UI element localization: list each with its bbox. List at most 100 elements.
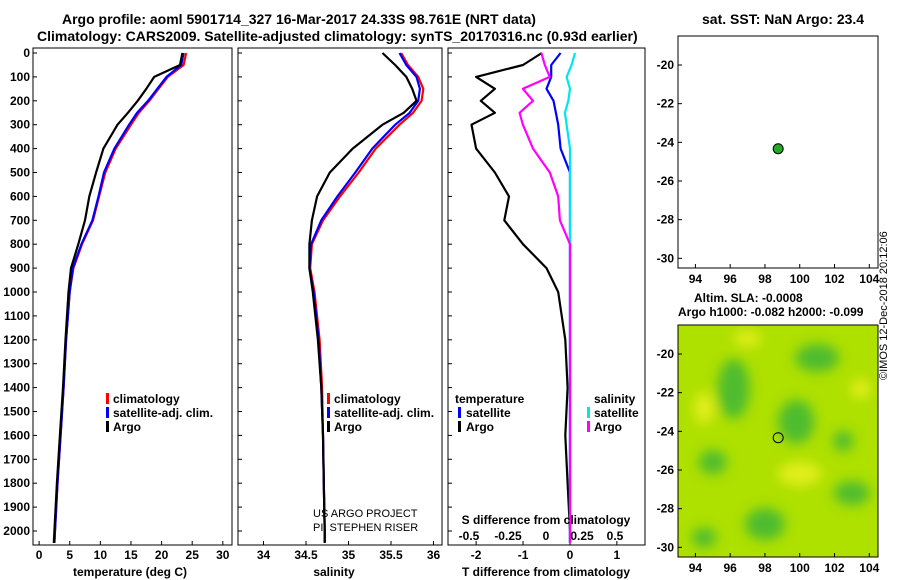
argo-position-marker xyxy=(772,432,784,444)
x-tick-label: 94 xyxy=(689,272,703,286)
sdiff-tick: 0.5 xyxy=(607,529,624,543)
position-panel: 94 96 98 100 102 104 -20 -22 -24 -26 -28 -30 xyxy=(657,35,880,286)
y-tick-label: -22 xyxy=(657,97,675,111)
diff-legend-sargo: Argo xyxy=(594,420,622,434)
x-tick-label: 35.5 xyxy=(379,548,403,562)
y-tick-label: 1700 xyxy=(3,452,30,466)
series-group xyxy=(52,52,188,543)
map-anomaly-blob xyxy=(694,392,715,425)
y-tick-label: 2000 xyxy=(3,524,30,538)
argo-position-marker xyxy=(772,143,784,155)
legend-climatology-swatch xyxy=(106,393,109,404)
y-tick-label: 600 xyxy=(10,189,30,203)
x-tick-label: 0 xyxy=(36,548,43,562)
legend-argo-swatch xyxy=(106,421,109,432)
y-tick-label: 100 xyxy=(10,70,30,84)
map-anomaly-blob xyxy=(717,358,750,419)
legend-climatology: climatology xyxy=(113,392,180,406)
y-tick-label: 500 xyxy=(10,166,30,180)
y-tick-label: 700 xyxy=(10,213,30,227)
height-label: Argo h1000: -0.082 h2000: -0.099 xyxy=(678,305,864,319)
y-tick-label: -20 xyxy=(657,58,675,72)
legend-satellite: satellite-adj. clim. xyxy=(113,406,213,420)
x-tick-label: 104 xyxy=(859,561,879,575)
s-legend-argo-swatch xyxy=(327,421,330,432)
y-tick-label: -20 xyxy=(657,347,675,361)
diff-legend-tsat: satellite xyxy=(466,406,511,420)
x-tick-label: 34 xyxy=(257,548,271,562)
x-tick-label: 10 xyxy=(94,548,108,562)
y-tick-label: -30 xyxy=(657,540,675,554)
x-tick-label: 0 xyxy=(567,548,574,562)
s-legend-satellite: satellite-adj. clim. xyxy=(334,406,434,420)
x-tick-label: 1 xyxy=(614,548,621,562)
y-tick-label: 1500 xyxy=(3,405,30,419)
y-tick-label: 1600 xyxy=(3,428,30,442)
map-anomaly-blob xyxy=(833,481,870,506)
map-anomaly-blob xyxy=(744,508,785,541)
x-tick-label: 5 xyxy=(66,548,73,562)
plot-frame xyxy=(32,47,233,546)
temperature-panel: 0 5 10 15 20 25 300100200300400500600700800900… xyxy=(3,46,233,562)
title-line-2: Climatology: CARS2009. Satellite-adjuste… xyxy=(37,28,638,44)
difference-panel: -2 -1 0 1 xyxy=(447,47,646,562)
series-line-argo xyxy=(308,52,418,543)
map-anomaly-blob xyxy=(833,431,854,451)
x-tick-label: 98 xyxy=(758,272,772,286)
x-tick-label: 98 xyxy=(758,561,772,575)
plot-frame xyxy=(677,324,879,558)
x-tick-label: 30 xyxy=(216,548,230,562)
diff-legend-sargo-swatch xyxy=(587,421,590,432)
y-tick-label: 1200 xyxy=(3,333,30,347)
salinity-xlabel: salinity xyxy=(313,565,355,579)
plot-frame xyxy=(237,47,443,546)
y-tick-label: 0 xyxy=(23,46,30,60)
x-tick-label: 35 xyxy=(342,548,356,562)
x-tick-label: 94 xyxy=(689,561,703,575)
sst-label: sat. SST: NaN Argo: 23.4 xyxy=(702,11,865,27)
x-tick-label: 96 xyxy=(723,272,737,286)
x-tick-label: 96 xyxy=(723,561,737,575)
series-group xyxy=(308,52,425,543)
y-tick-label: 1300 xyxy=(3,357,30,371)
diff-legend-tsat-swatch xyxy=(458,407,461,418)
s-legend-climatology-swatch xyxy=(327,393,330,404)
x-tick-label: 20 xyxy=(155,548,169,562)
map-anomaly-blob xyxy=(795,343,840,372)
s-legend-satellite-swatch xyxy=(327,407,330,418)
series-group xyxy=(470,52,577,543)
diff-legend-targo-swatch xyxy=(458,421,461,432)
y-tick-label: 300 xyxy=(10,118,30,132)
salinity-panel: 34 34.5 35 35.5 36 xyxy=(237,47,443,562)
x-tick-label: 15 xyxy=(124,548,138,562)
y-tick-label: 1400 xyxy=(3,381,30,395)
plot-frame xyxy=(447,47,646,546)
y-tick-label: -24 xyxy=(657,424,675,438)
x-tick-label: 104 xyxy=(859,272,879,286)
diff-legend-ssat-swatch xyxy=(587,407,590,418)
y-tick-label: -28 xyxy=(657,213,675,227)
s-legend-argo: Argo xyxy=(334,420,362,434)
x-tick-label: 36 xyxy=(427,548,441,562)
sla-map-panel: 94 96 98 100 102 104 -20 -22 -24 -26 -28 -30 xyxy=(657,324,880,575)
y-tick-label: 400 xyxy=(10,142,30,156)
pi-annotation: PI: STEPHEN RISER xyxy=(313,522,418,534)
map-anomaly-blob xyxy=(850,378,871,399)
series-line-argo xyxy=(52,52,184,543)
y-tick-label: 200 xyxy=(10,94,30,108)
map-blotches xyxy=(692,330,871,548)
x-tick-label: -2 xyxy=(471,548,482,562)
series-line-temperature-argo xyxy=(470,52,572,543)
x-tick-label: 100 xyxy=(790,561,810,575)
title-line-1: Argo profile: aoml 5901714_327 16-Mar-20… xyxy=(62,11,536,27)
sdiff-tick: -0.25 xyxy=(494,529,522,543)
y-tick-label: -26 xyxy=(657,463,675,477)
y-tick-label: -22 xyxy=(657,386,675,400)
x-tick-label: 34.5 xyxy=(294,548,318,562)
map-anomaly-blob xyxy=(778,399,815,444)
x-tick-label: -1 xyxy=(518,548,529,562)
legend-argo: Argo xyxy=(113,420,141,434)
tdiff-xlabel: T difference from climatology xyxy=(462,565,630,579)
sdiff-tick: 0.25 xyxy=(570,529,594,543)
temperature-xlabel: temperature (deg C) xyxy=(73,565,187,579)
